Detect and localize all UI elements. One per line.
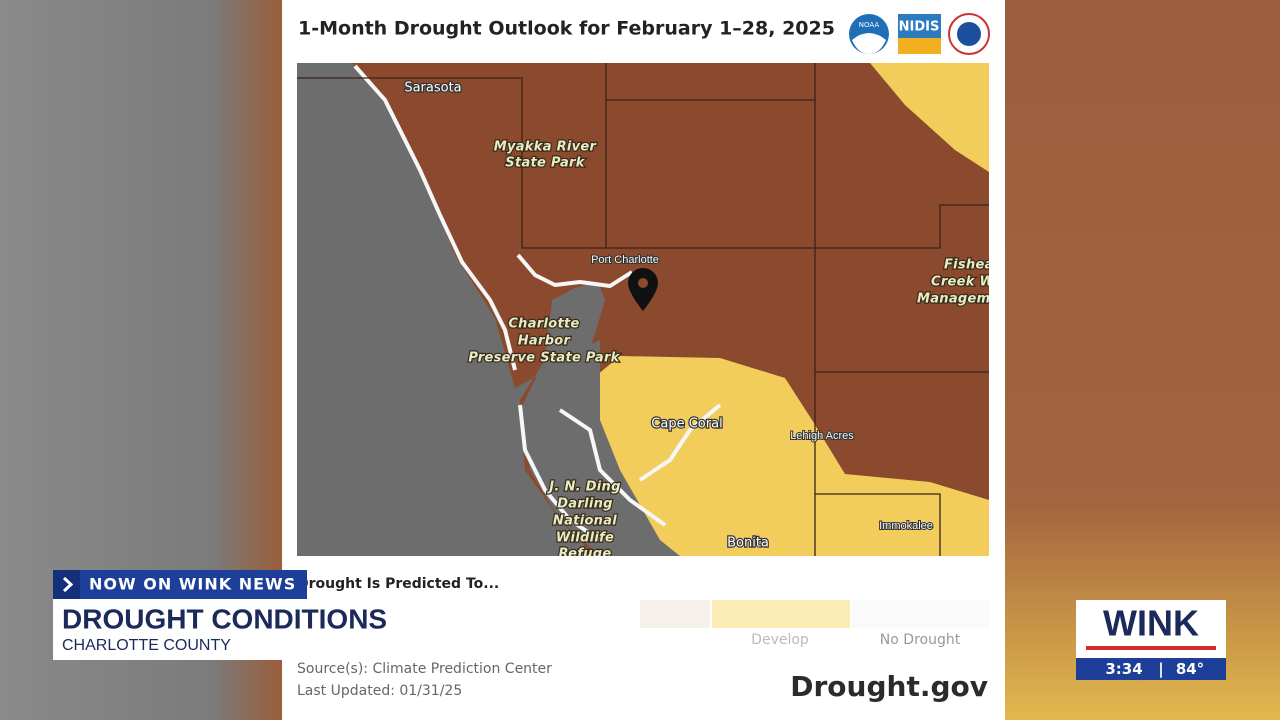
map-label: Cape Coral [651, 417, 722, 432]
map-label: Port Charlotte [591, 254, 659, 266]
noaa-wave [852, 33, 886, 54]
source: Source(s): Climate Prediction Center [297, 661, 552, 677]
map-label: Preserve State Park [468, 351, 620, 366]
map: Sarasota Myakka River State Park Port Ch… [297, 63, 995, 562]
map-label: Fishea [944, 258, 994, 273]
headline: DROUGHT CONDITIONS [62, 603, 387, 634]
station-logo: WINK [1103, 603, 1199, 644]
time-temp-box [1076, 658, 1226, 680]
map-label: Harbor [518, 334, 572, 349]
site-name: Drought.gov [790, 670, 988, 703]
map-label: Charlotte [508, 317, 579, 332]
drought-removal-area [572, 356, 989, 556]
coastline [516, 253, 634, 288]
map-label: State Park [505, 156, 585, 171]
logos: NOAA NIDIS [849, 13, 990, 55]
card-title: 1-Month Drought Outlook for February 1–2… [298, 18, 835, 40]
noaa-text: NOAA [859, 21, 880, 29]
map-label: Creek W [931, 275, 995, 290]
banner-chevron [62, 576, 74, 593]
map-label: Managem [917, 292, 991, 307]
map-label: Darling [557, 497, 613, 512]
water [297, 63, 605, 556]
location-pin [628, 268, 658, 311]
map-label: Bonita [727, 536, 769, 551]
coastline [638, 403, 722, 482]
legend-swatch [640, 600, 710, 628]
map-label: National [553, 514, 617, 529]
banner-box [53, 599, 451, 660]
banner-tag-text: NOW ON WINK NEWS [89, 575, 296, 594]
temperature: 84° [1176, 660, 1204, 678]
water [520, 340, 680, 556]
time: 3:34 [1105, 660, 1142, 678]
map-label: Sarasota [404, 81, 461, 96]
last-updated: Last Updated: 01/31/25 [297, 683, 462, 699]
nidis-top [898, 14, 941, 38]
map-label: Myakka River [494, 140, 598, 155]
map-label: J. N. Ding [546, 480, 620, 495]
coastline [353, 64, 517, 371]
map-label: Wildlife [556, 531, 614, 546]
coastline [558, 408, 667, 527]
legend-swatch [852, 600, 990, 628]
map-label: Immokalee [879, 520, 933, 532]
legend-title: Drought Is Predicted To... [297, 576, 499, 592]
subheadline: CHARLOTTE COUNTY [62, 637, 231, 654]
map-label: Refuge [558, 547, 611, 562]
drought-removal-area [870, 63, 989, 172]
nws-inner [957, 22, 981, 46]
legend-swatch [712, 600, 850, 628]
banner-chevron-box [53, 570, 80, 599]
lower-third: NOW ON WINK NEWS DROUGHT CONDITIONS CHAR… [53, 570, 1226, 680]
nidis-text: NIDIS [899, 20, 940, 35]
county-lines [297, 63, 989, 556]
separator: | [1158, 660, 1163, 679]
legend-label: No Drought [880, 632, 961, 648]
map-label: Lehigh Acres [790, 430, 854, 442]
station-stripe [1086, 646, 1216, 650]
coastline [518, 404, 602, 542]
banner-tag [53, 570, 307, 599]
legend-label: Develop [751, 632, 809, 648]
pin-dot [638, 278, 648, 288]
